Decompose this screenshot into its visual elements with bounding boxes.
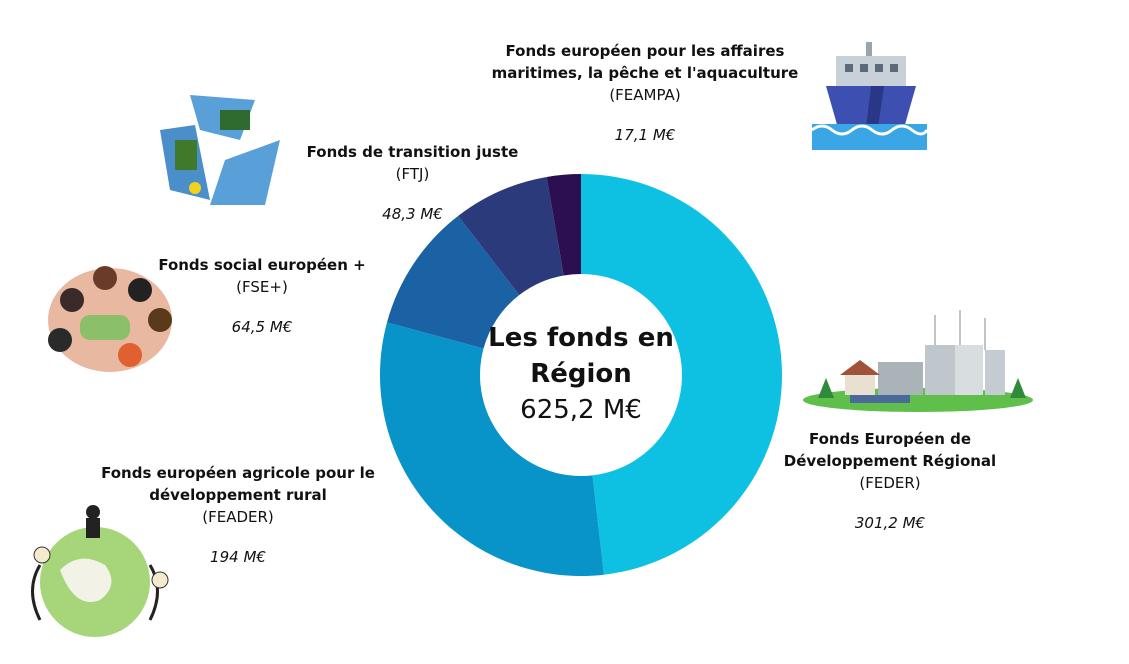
total: 625,2 M€	[520, 395, 642, 425]
fund-code: (FEADER)	[202, 508, 274, 526]
donut-slice	[546, 174, 581, 276]
donut-slice	[458, 176, 564, 296]
fund-code: (FTJ)	[395, 165, 430, 183]
value-label: 48,3 M€	[382, 205, 443, 223]
donut-slice	[581, 174, 782, 575]
people-icon	[48, 266, 172, 372]
value-label: 194 M€	[210, 548, 266, 566]
fund-code: (FSE+)	[236, 278, 288, 296]
donut-slice	[387, 215, 520, 349]
category-name: Fonds européen agricole pour le développ…	[101, 464, 375, 504]
slice-label: Fonds de transition juste (FTJ) 48,3 M€	[290, 141, 535, 225]
value-label: 17,1 M€	[614, 126, 676, 144]
center-title: Les fonds en Région	[488, 323, 674, 389]
slice-label: Fonds Européen de Développement Régional…	[770, 428, 1010, 534]
donut-slice	[379, 322, 604, 576]
slice-label: Fonds européen pour les affaires maritim…	[475, 40, 815, 146]
recycle-icon	[160, 95, 280, 205]
category-name: Fonds européen pour les affaires maritim…	[491, 42, 799, 82]
value-label: 301,2 M€	[854, 514, 926, 532]
slice-label: Fonds social européen + (FSE+) 64,5 M€	[150, 254, 374, 338]
fund-code: (FEDER)	[859, 474, 921, 492]
ship-icon	[811, 42, 929, 150]
center-label: Les fonds en Région 625,2 M€	[481, 320, 681, 428]
donut	[379, 174, 782, 576]
category-name: Fonds de transition juste	[306, 143, 519, 161]
globe-icon	[31, 505, 169, 637]
category-name: Fonds social européen +	[158, 256, 366, 274]
category-name: Fonds Européen de Développement Régional	[783, 430, 997, 470]
fund-code: (FEAMPA)	[609, 86, 681, 104]
value-label: 64,5 M€	[231, 318, 293, 336]
slice-label: Fonds européen agricole pour le développ…	[100, 462, 376, 568]
houses-icon	[803, 310, 1033, 412]
